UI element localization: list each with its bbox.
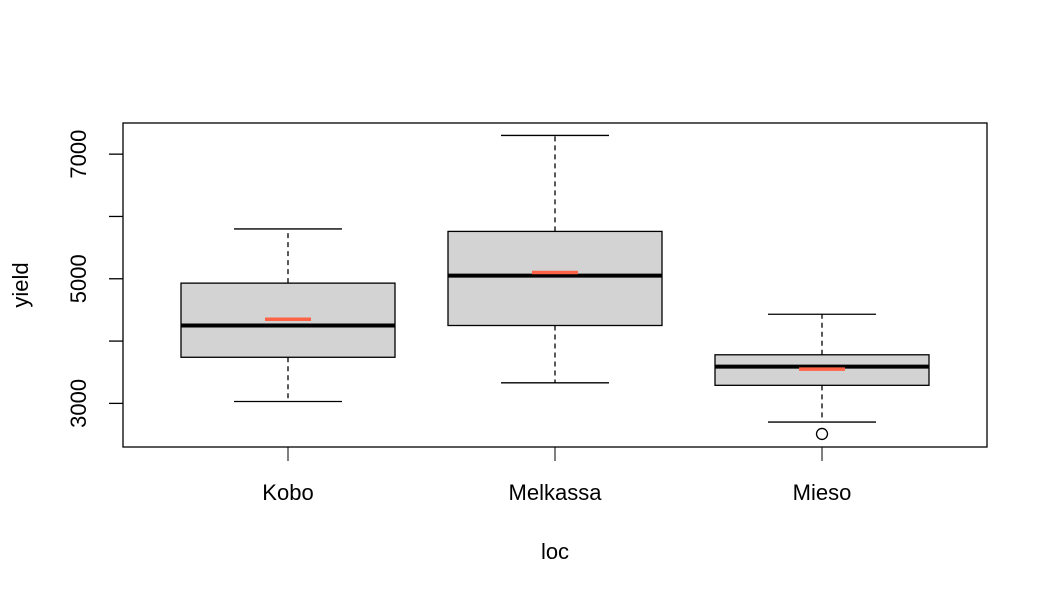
x-axis-title: loc xyxy=(541,539,569,564)
x-tick-label: Mieso xyxy=(793,480,852,505)
box-mieso xyxy=(714,313,930,441)
box-melkassa xyxy=(447,134,663,384)
outlier-point xyxy=(815,427,829,441)
plot-frame xyxy=(122,122,988,448)
x-tick-label: Melkassa xyxy=(509,480,603,505)
box-iqr xyxy=(447,230,663,327)
y-tick-label: 3000 xyxy=(66,379,91,428)
y-tick-label: 7000 xyxy=(66,130,91,179)
axes-layer: Kobo Melkassa Mieso 3000 5000 7000 xyxy=(66,130,851,505)
x-tick-label: Kobo xyxy=(262,480,313,505)
box-kobo xyxy=(180,228,396,403)
boxes-layer xyxy=(180,134,930,441)
y-axis-title: yield xyxy=(8,262,33,307)
y-tick-label: 5000 xyxy=(66,254,91,303)
